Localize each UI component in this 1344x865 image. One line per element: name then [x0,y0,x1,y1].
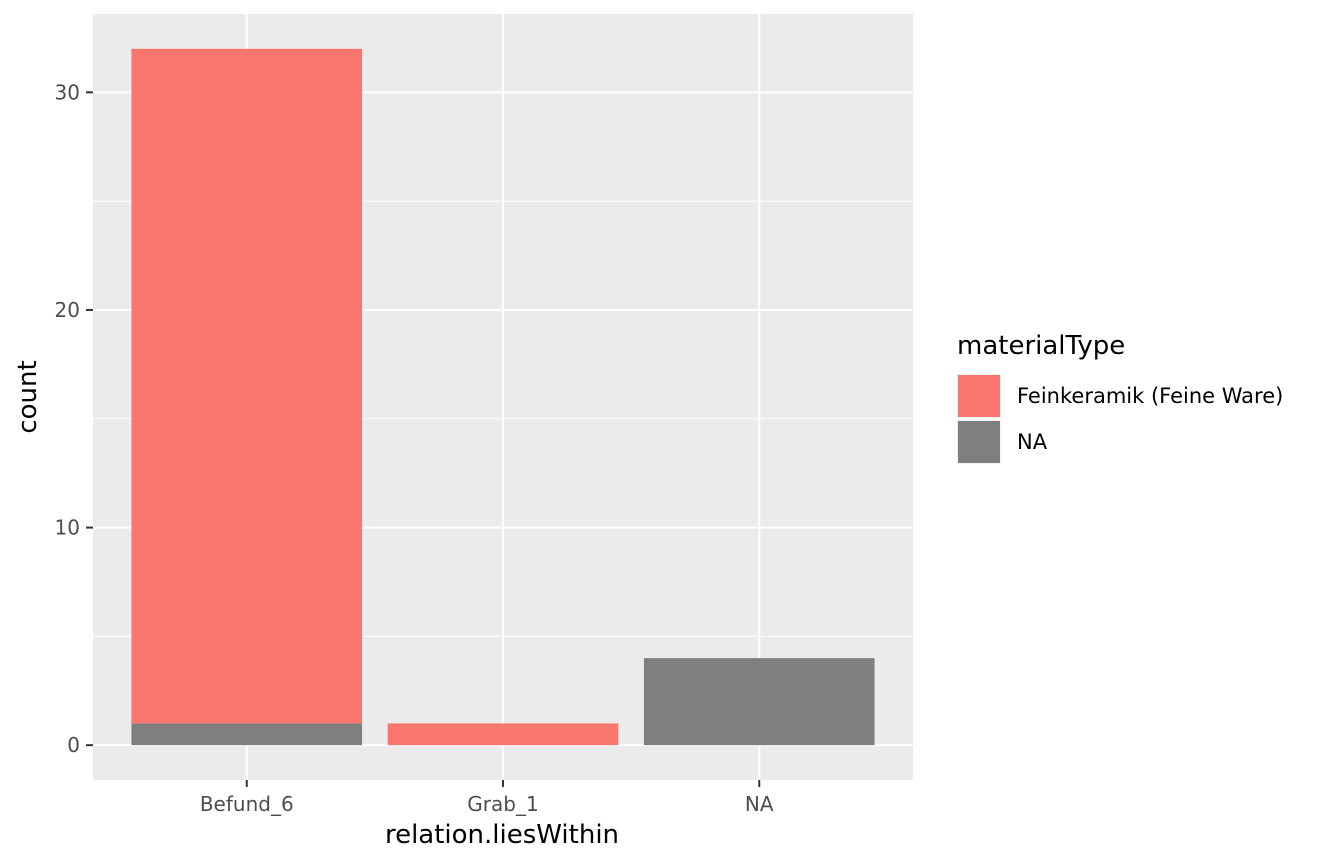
bars [131,48,875,746]
y-tick-label: 20 [55,298,80,322]
x-tick-label: Grab_1 [467,792,538,816]
y-tick-label: 10 [55,516,80,540]
legend-swatch [958,421,1000,463]
y-tick-label: 0 [67,733,80,757]
legend-swatch [958,375,1000,417]
y-axis: 0 10 20 30 [55,80,93,757]
bar-segment [643,658,875,746]
x-tick-label: NA [745,792,774,816]
y-axis-title: count [13,360,43,433]
bar-segment [131,48,363,724]
legend-label: Feinkeramik (Feine Ware) [1017,384,1283,408]
x-axis-title: relation.liesWithin [385,820,619,850]
legend-title: materialType [957,331,1125,361]
legend-label: NA [1017,430,1048,454]
bar-segment [131,723,363,746]
y-tick-label: 30 [55,80,80,104]
legend: materialType Feinkeramik (Feine Ware) NA [957,331,1283,464]
x-tick-label: Befund_6 [200,792,294,816]
bar-segment [387,723,619,746]
x-axis: Befund_6 Grab_1 NA [200,780,774,816]
